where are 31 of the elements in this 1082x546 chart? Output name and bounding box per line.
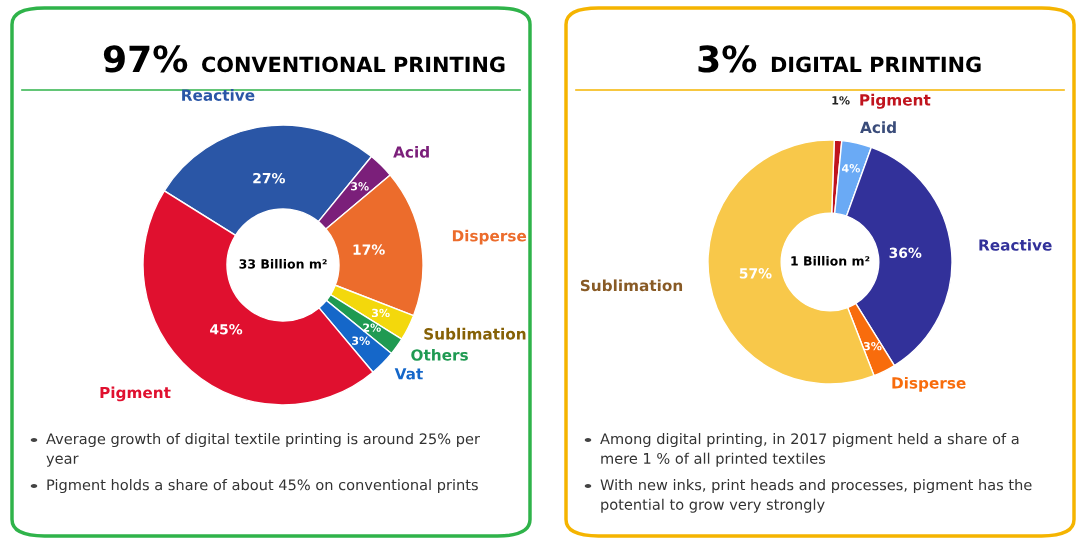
slice-label: Acid <box>393 145 429 158</box>
slice-label: Sublimation <box>424 327 526 340</box>
slice-label: Reactive <box>182 89 255 101</box>
slice-label: Others <box>411 348 468 361</box>
slice-label: Pigment <box>100 386 171 402</box>
data-label: 1% <box>832 96 850 105</box>
data-label: 2% <box>363 323 381 332</box>
slice-label: Acid <box>860 121 896 134</box>
data-label: 3% <box>350 182 369 191</box>
slice-label: Disperse <box>892 376 966 392</box>
data-label: 3% <box>371 308 390 318</box>
chart-title: 3% DIGITAL PRINTING <box>698 45 981 73</box>
text: 1 Billion m² <box>791 255 870 266</box>
slice-label: Reactive <box>979 239 1052 251</box>
slice-label: Vat <box>394 368 423 380</box>
text: With new inks, print heads and processes, pigment has the potential to grow very strongly <box>600 479 1032 513</box>
text: Pigment holds a share of about 45% on conventional prints <box>47 479 478 494</box>
data-label: 3% <box>352 336 370 345</box>
slice-label: Pigment <box>860 93 931 109</box>
text: 33 Billion m² <box>239 258 327 269</box>
text: Among digital printing, in 2017 pigment held a share of a mere 1 % of all printed textiles <box>600 433 1019 467</box>
data-label: 27% <box>253 172 285 184</box>
data-label: 45% <box>210 324 243 335</box>
data-label: 57% <box>739 268 772 279</box>
text: Average growth of digital textile printing is around 25% per year <box>46 433 480 467</box>
data-label: 36% <box>889 247 922 259</box>
data-label: 4% <box>841 163 860 173</box>
chart-title: 97% CONVENTIONAL PRINTING <box>103 45 505 73</box>
slice-label: Sublimation <box>580 279 683 292</box>
data-label: 17% <box>353 244 385 255</box>
slice-label: Disperse <box>452 229 527 245</box>
